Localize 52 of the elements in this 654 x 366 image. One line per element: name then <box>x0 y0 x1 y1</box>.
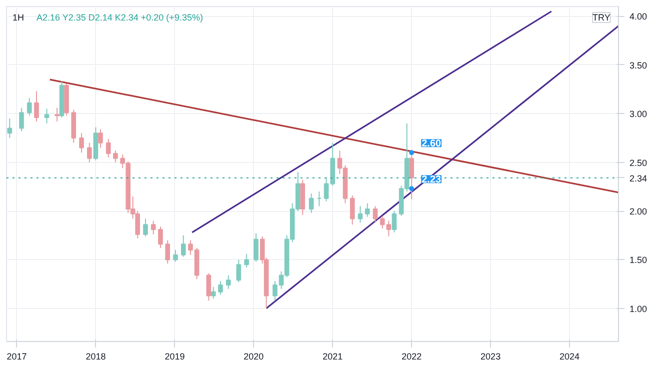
candlestick <box>143 218 148 237</box>
candlestick <box>19 107 24 132</box>
x-tick-label: 2020 <box>244 352 264 362</box>
candlestick <box>180 234 186 258</box>
y-tick-label: 3.00 <box>630 109 648 120</box>
candlestick <box>158 226 163 249</box>
candlestick <box>218 280 223 296</box>
candlestick <box>244 253 249 268</box>
candlestick <box>54 107 60 122</box>
candlestick <box>210 286 216 300</box>
candlestick <box>113 150 118 163</box>
annotation: A2.16 Y2.35 D2.14 K2.34 +0.20 (+9.35%) <box>36 12 203 22</box>
y-tick-label: 4.00 <box>630 12 648 22</box>
x-tick-label: 2021 <box>322 352 343 362</box>
candlestick <box>364 202 370 218</box>
y-tick-label: 1.50 <box>630 255 648 266</box>
annotation: 2.60 <box>422 138 442 150</box>
candlestick <box>254 232 258 262</box>
candlestick <box>7 118 12 138</box>
candlestick <box>165 240 170 264</box>
y-tick-label: 1.00 <box>630 304 648 314</box>
candlestick <box>26 98 32 116</box>
y-tick-label: 3.50 <box>630 60 648 70</box>
x-tick-label: 2018 <box>86 352 106 362</box>
ref-line-label: 2.34 <box>630 173 648 184</box>
x-tick-label: 2022 <box>402 352 422 362</box>
candlestick <box>308 192 314 214</box>
candlestick <box>409 152 414 200</box>
candlestick <box>173 249 178 262</box>
y-tick-label: 2.50 <box>630 158 648 168</box>
y-tick-label: 2.00 <box>630 206 648 217</box>
candlestick <box>226 274 231 290</box>
candlestick <box>206 272 212 302</box>
annotation: TRY <box>592 12 610 22</box>
x-tick-label: 2019 <box>164 352 185 362</box>
candlestick <box>44 108 50 124</box>
candlestick <box>34 90 39 122</box>
text: 1H <box>12 12 24 22</box>
candlestick <box>350 194 355 226</box>
candlestick <box>236 259 242 283</box>
candlestick <box>106 138 111 158</box>
candlestick <box>358 206 363 224</box>
candlestick <box>372 206 378 224</box>
x-tick-label: 2017 <box>6 352 27 362</box>
x-tick-label: 2024 <box>560 352 580 362</box>
x-tick-label: 2023 <box>480 352 501 362</box>
candlestick <box>150 220 156 235</box>
candlestick <box>392 210 397 233</box>
annotation: 2.23 <box>422 174 442 186</box>
candlestick <box>87 142 92 163</box>
candlestick <box>98 128 103 148</box>
candlestick <box>79 132 84 154</box>
